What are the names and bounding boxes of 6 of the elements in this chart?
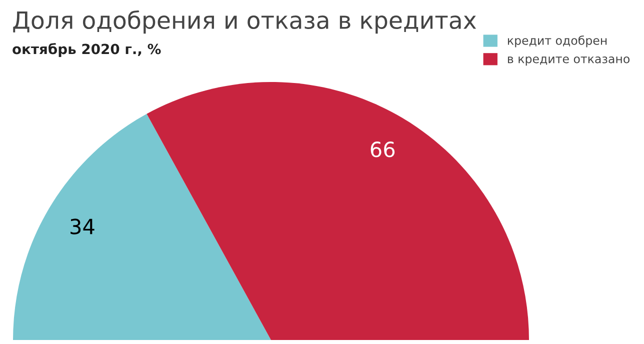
data-label: 34 (70, 218, 94, 234)
text: октябрь 2020 г., % (12, 43, 161, 57)
data-label: 66 (370, 142, 395, 158)
chart-title: Доля одобрения и отказа в кредитах (13, 10, 476, 34)
legend-label: кредит одобрен (508, 36, 607, 48)
legend-label: в кредите отказано (508, 56, 630, 66)
